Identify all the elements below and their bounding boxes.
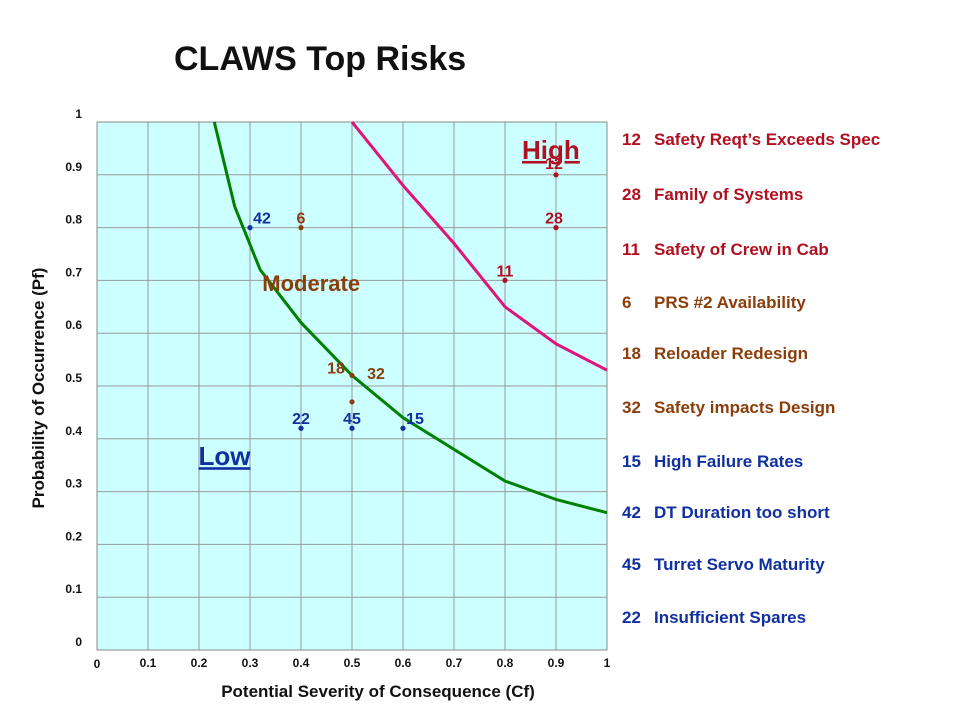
risk-list-text: Reloader Redesign [654, 344, 808, 363]
risk-list-item: 32 Safety impacts Design [622, 398, 835, 418]
y-tick-label: 0.4 [65, 424, 82, 438]
x-tick-label: 0.4 [293, 656, 310, 670]
risk-point-22 [298, 425, 304, 431]
risk-list-item: 42 DT Duration too short [622, 503, 830, 523]
risk-list-id: 32 [622, 398, 641, 417]
risk-point-28 [553, 225, 559, 231]
risk-list-item: 12 Safety Reqt’s Exceeds Spec [622, 130, 880, 150]
risk-point-label-42: 42 [253, 211, 271, 228]
risk-point-45 [349, 425, 355, 431]
risk-point-label-11: 11 [497, 263, 514, 280]
risk-legend-list: 12 Safety Reqt’s Exceeds Spec 28 Family of … [622, 0, 960, 720]
risk-list-text: PRS #2 Availability [654, 293, 806, 312]
risk-list-id: 28 [622, 185, 641, 204]
risk-point-label-28: 28 [545, 211, 563, 228]
risk-point-label-12: 12 [545, 156, 563, 173]
risk-point-label-6: 6 [297, 211, 306, 228]
risk-point-18 [349, 372, 355, 379]
risk-point-label-45: 45 [343, 411, 361, 428]
risk-list-item: 15 High Failure Rates [622, 452, 803, 472]
risk-list-text: Safety Reqt’s Exceeds Spec [654, 130, 881, 149]
y-tick-label: 0.7 [65, 265, 82, 279]
risk-list-text: Family of Systems [654, 185, 804, 204]
risk-point-11 [502, 277, 508, 283]
risk-point-label-18: 18 [327, 360, 345, 377]
y-tick-label: 0.5 [65, 371, 82, 385]
risk-list-id: 42 [622, 503, 641, 522]
x-tick-label: 0.6 [395, 656, 412, 670]
region-label-moderate: Moderate [262, 271, 360, 296]
risk-point-32 [349, 399, 355, 405]
risk-list-text: Safety of Crew in Cab [654, 240, 829, 259]
risk-list-text: DT Duration too short [654, 503, 830, 522]
y-axis-label: Probability of Occurrence (Pf) [29, 268, 48, 509]
y-tick-label: 0.6 [65, 318, 82, 332]
risk-list-item: 45 Turret Servo Maturity [622, 555, 825, 575]
y-tick-label: 1 [75, 107, 82, 121]
x-tick-label: 0.5 [344, 656, 361, 670]
risk-list-item: 28 Family of Systems [622, 185, 803, 205]
low-boundary-curve [212, 121, 608, 515]
y-tick-label: 0.8 [65, 213, 82, 227]
risk-list-item: 6 PRS #2 Availability [622, 293, 806, 313]
x-tick-label: 0 [94, 657, 101, 671]
risk-point-label-32: 32 [367, 366, 385, 383]
y-tick-label: 0.3 [65, 477, 82, 491]
x-tick-label: 0.9 [548, 656, 565, 670]
risk-list-text: Safety impacts Design [654, 398, 836, 417]
risk-list-text: Turret Servo Maturity [654, 555, 825, 574]
risk-list-text: Insufficient Spares [654, 608, 807, 627]
risk-point-42 [247, 225, 253, 231]
y-tick-label: 0 [75, 635, 82, 649]
chart-title: CLAWS Top Risks [174, 40, 467, 78]
x-tick-label: 0.3 [242, 656, 259, 670]
risk-list-id: 11 [622, 240, 640, 259]
risk-list-id: 15 [622, 452, 641, 471]
risk-list-id: 12 [622, 130, 641, 149]
x-axis-label: Potential Severity of Consequence (Cf) [221, 682, 535, 701]
risk-list-id: 6 [622, 293, 632, 312]
x-tick-label: 0.7 [446, 656, 463, 670]
high-boundary-curve [350, 121, 608, 372]
risk-list-id: 18 [622, 344, 641, 363]
x-tick-label: 0.2 [191, 656, 208, 670]
risk-point-6 [298, 225, 304, 231]
risk-list-item: 22 Insufficient Spares [622, 608, 806, 628]
region-label-high: High [522, 135, 580, 165]
y-tick-label: 0.1 [65, 582, 82, 596]
risk-list-item: 18 Reloader Redesign [622, 344, 808, 364]
x-tick-label: 0.8 [497, 656, 514, 670]
risk-point-label-22: 22 [292, 411, 310, 428]
x-tick-label: 1 [604, 656, 611, 670]
region-label-low: Low [199, 441, 252, 471]
y-tick-label: 0.2 [65, 529, 82, 543]
risk-point-15 [400, 425, 406, 431]
y-tick-label: 0.9 [65, 160, 82, 174]
x-tick-label: 0.1 [140, 656, 157, 670]
risk-list-item: 11 Safety of Crew in Cab [622, 240, 829, 260]
risk-list-id: 22 [622, 608, 641, 627]
risk-list-id: 45 [622, 555, 641, 574]
risk-list-text: High Failure Rates [654, 452, 804, 471]
risk-point-label-15: 15 [406, 411, 424, 428]
risk-point-12 [553, 172, 559, 178]
